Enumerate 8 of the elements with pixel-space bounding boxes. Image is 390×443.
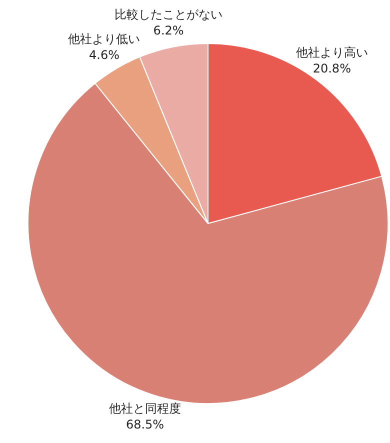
data-label: 20.8%	[312, 62, 351, 76]
slice-label: 他社より低い	[68, 32, 140, 46]
slice-label: 比較したことがない	[114, 7, 223, 22]
data-label: 4.6%	[89, 48, 120, 62]
slice-label: 他社より高い	[296, 46, 368, 60]
slice-label: 他社と同程度	[109, 402, 182, 416]
data-label: 68.5%	[126, 418, 164, 432]
data-label: 6.2%	[153, 23, 184, 38]
